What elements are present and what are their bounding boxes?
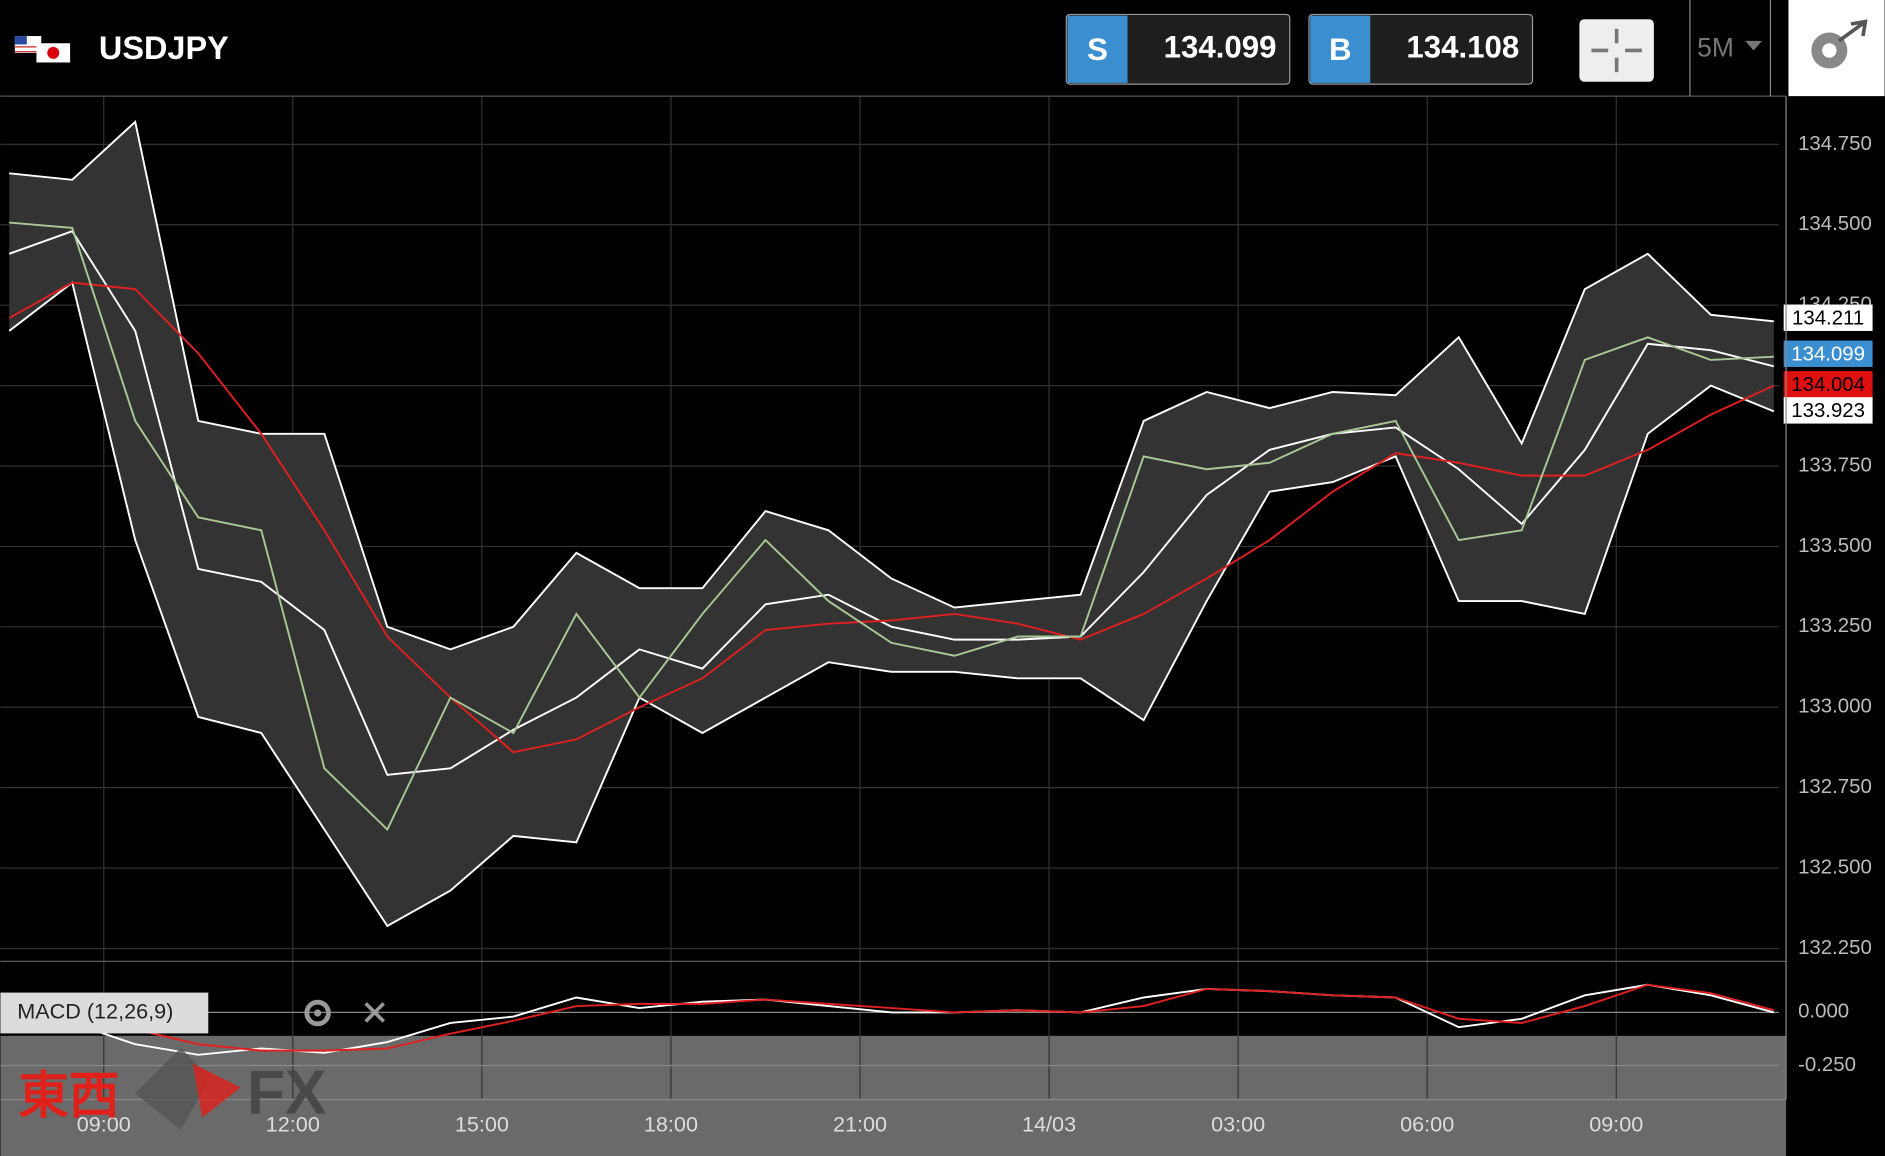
series-line <box>9 119 1774 651</box>
timeframe-selector[interactable]: 5M <box>1697 32 1763 62</box>
price-tag <box>1783 304 1873 331</box>
x-tick-label: 03:00 <box>1211 1112 1265 1137</box>
series-line <box>8 280 1775 928</box>
x-tick-label: 06:00 <box>1400 1112 1454 1137</box>
lower-shade <box>0 1035 1787 1156</box>
series-line <box>9 983 1775 1052</box>
price-tag <box>1783 397 1873 424</box>
indicator-close[interactable] <box>364 1002 386 1023</box>
y-tick-label: 133.000 <box>1798 696 1872 718</box>
watermark-suffix: FX <box>247 1058 327 1128</box>
price-tag-label: 133.923 <box>1791 400 1865 422</box>
sell-label: S <box>1087 32 1108 67</box>
y-tick-label: 133.750 <box>1798 454 1872 476</box>
buy-label: B <box>1329 32 1352 67</box>
y-tick-label: 132.250 <box>1798 937 1872 959</box>
watermark-brand: 東西 <box>18 1067 119 1124</box>
y-tick-label: 132.750 <box>1798 776 1872 798</box>
series-line <box>9 221 1774 832</box>
crosshair-button[interactable] <box>1579 19 1654 82</box>
series-line <box>8 230 1775 776</box>
price-tag <box>1783 371 1873 398</box>
buy-button[interactable]: B 134.108 <box>1308 13 1534 85</box>
y-tick-label: 0.000 <box>1798 1001 1849 1023</box>
settings-button[interactable] <box>1788 0 1885 97</box>
indicator-settings[interactable] <box>304 999 331 1027</box>
y-tick-label: 134.500 <box>1798 213 1872 235</box>
header-bar <box>0 0 1885 97</box>
price-tag <box>1783 340 1873 367</box>
y-tick-label: -0.250 <box>1798 1054 1856 1076</box>
timeframe: 5M <box>1697 32 1734 62</box>
x-tick-label: 12:00 <box>266 1112 320 1137</box>
watermark-logo <box>192 1063 241 1118</box>
buy-price: 134.108 <box>1406 30 1519 65</box>
indicator-tag[interactable]: MACD (12,26,9) <box>0 992 209 1034</box>
y-tick-label: 134.750 <box>1798 133 1872 155</box>
flag-icon <box>14 36 71 63</box>
watermark-logo <box>134 1047 211 1130</box>
price-tag-label: 134.099 <box>1791 343 1865 365</box>
x-tick-label: 14/03 <box>1022 1112 1076 1137</box>
y-tick-label: 133.250 <box>1798 615 1872 637</box>
x-tick-label: 21:00 <box>833 1112 887 1137</box>
price-tag-label: 134.004 <box>1791 374 1865 396</box>
y-tick-label: 132.500 <box>1798 856 1872 878</box>
sell-price: 134.099 <box>1164 30 1277 65</box>
series-line <box>8 281 1775 754</box>
symbol: USDJPY <box>99 30 229 66</box>
plot-area: 132.250 132.500 132.750 133.000 133.250 133.5… <box>0 96 1873 1137</box>
band-fill <box>9 121 1774 926</box>
x-tick-label: 09:00 <box>77 1112 131 1137</box>
x-tick-label: 09:00 <box>1589 1112 1643 1137</box>
x-tick-label: 18:00 <box>644 1112 698 1137</box>
y-tick-label: 133.500 <box>1798 535 1872 557</box>
indicator-label: MACD (12,26,9) <box>17 999 173 1024</box>
sell-button[interactable]: S 134.099 <box>1065 13 1291 85</box>
price-tag-label: 134.211 <box>1792 307 1864 329</box>
x-tick-label: 15:00 <box>455 1112 509 1137</box>
